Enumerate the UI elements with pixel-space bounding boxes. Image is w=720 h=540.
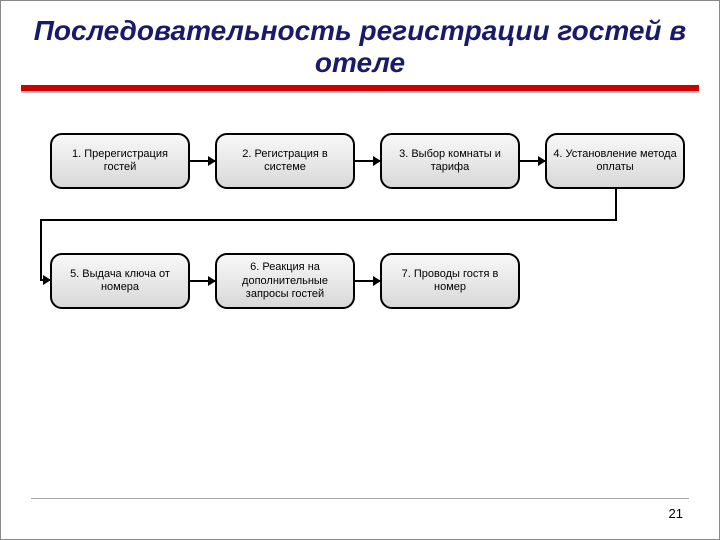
flow-node-4: 4. Установление метода оплаты <box>545 133 685 189</box>
flowchart: 1. Пререгистрация гостей 2. Регистрация … <box>40 123 680 363</box>
arrow-6-7 <box>355 280 380 282</box>
flow-node-2: 2. Регистрация в системе <box>215 133 355 189</box>
title-rule-wrap <box>1 85 719 93</box>
wrap-seg-down1 <box>615 189 617 219</box>
flow-node-5: 5. Выдача ключа от номера <box>50 253 190 309</box>
slide-title: Последовательность регистрации гостей в … <box>1 1 719 85</box>
flow-node-7: 7. Проводы гостя в номер <box>380 253 520 309</box>
title-rule <box>21 85 699 93</box>
flow-node-6: 6. Реакция на дополнительные запросы гос… <box>215 253 355 309</box>
arrow-1-2 <box>190 160 215 162</box>
arrow-5-6 <box>190 280 215 282</box>
flow-node-1: 1. Пререгистрация гостей <box>50 133 190 189</box>
page-number: 21 <box>669 506 683 521</box>
wrap-seg-down2 <box>40 219 42 281</box>
arrow-3-4 <box>520 160 545 162</box>
flow-node-3: 3. Выбор комнаты и тарифа <box>380 133 520 189</box>
slide-frame: Последовательность регистрации гостей в … <box>0 0 720 540</box>
arrow-2-3 <box>355 160 380 162</box>
wrap-seg-left <box>40 219 617 221</box>
footer-divider <box>31 498 689 499</box>
